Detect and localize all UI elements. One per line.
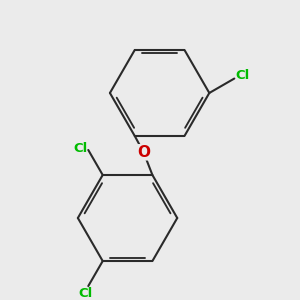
Text: Cl: Cl — [78, 286, 92, 300]
Text: Cl: Cl — [73, 142, 87, 155]
Text: O: O — [137, 145, 150, 160]
Text: Cl: Cl — [235, 69, 249, 82]
